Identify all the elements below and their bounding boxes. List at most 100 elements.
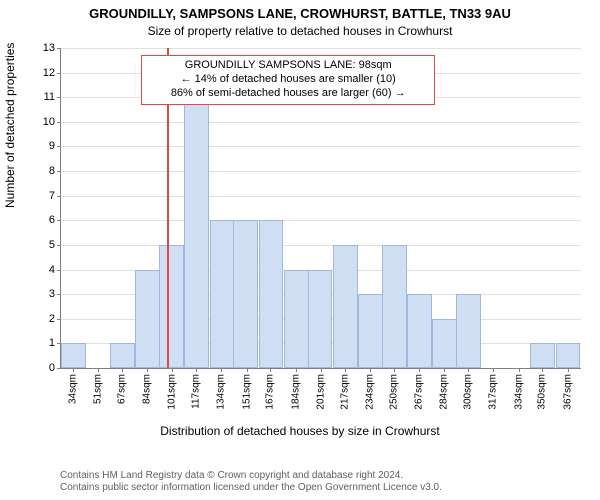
y-tick-mark <box>57 368 61 369</box>
x-tick-mark <box>394 368 395 372</box>
x-tick-label: 367sqm <box>562 374 573 410</box>
gridline <box>61 122 581 123</box>
y-tick-label: 1 <box>49 337 55 349</box>
x-tick-label: 217sqm <box>339 374 350 410</box>
x-tick-label: 234sqm <box>365 374 376 410</box>
x-tick-mark <box>419 368 420 372</box>
histogram-bar <box>233 220 258 368</box>
gridline <box>61 171 581 172</box>
histogram-bar <box>259 220 284 368</box>
y-tick-mark <box>57 196 61 197</box>
chart-subtitle: Size of property relative to detached ho… <box>0 24 600 38</box>
gridline <box>61 146 581 147</box>
x-tick-mark <box>321 368 322 372</box>
x-tick-label: 334sqm <box>513 374 524 410</box>
gridline <box>61 245 581 246</box>
y-tick-label: 13 <box>43 42 55 54</box>
y-tick-mark <box>57 294 61 295</box>
y-tick-label: 6 <box>49 214 55 226</box>
y-tick-mark <box>57 319 61 320</box>
y-tick-label: 8 <box>49 165 55 177</box>
y-tick-label: 7 <box>49 190 55 202</box>
x-tick-label: 184sqm <box>290 374 301 410</box>
x-tick-mark <box>73 368 74 372</box>
y-tick-label: 11 <box>44 91 55 103</box>
x-tick-label: 350sqm <box>537 374 548 410</box>
y-tick-label: 0 <box>49 362 55 374</box>
x-tick-mark <box>247 368 248 372</box>
x-tick-mark <box>196 368 197 372</box>
annotation-box: GROUNDILLY SAMPSONS LANE: 98sqm← 14% of … <box>141 55 435 104</box>
x-tick-mark <box>98 368 99 372</box>
x-tick-mark <box>519 368 520 372</box>
y-tick-label: 2 <box>49 313 55 325</box>
histogram-bar <box>61 343 86 368</box>
histogram-bar <box>556 343 581 368</box>
y-tick-mark <box>57 171 61 172</box>
y-tick-mark <box>57 220 61 221</box>
histogram-bar <box>184 97 209 368</box>
x-tick-label: 300sqm <box>463 374 474 410</box>
x-tick-label: 151sqm <box>241 374 252 410</box>
x-tick-mark <box>568 368 569 372</box>
y-tick-label: 5 <box>49 239 55 251</box>
x-axis-label: Distribution of detached houses by size … <box>0 424 600 438</box>
histogram-bar <box>530 343 555 368</box>
y-tick-mark <box>57 73 61 74</box>
histogram-bar <box>382 245 407 368</box>
histogram-bar <box>456 294 481 368</box>
gridline <box>61 48 581 49</box>
histogram-chart: GROUNDILLY, SAMPSONS LANE, CROWHURST, BA… <box>0 0 600 500</box>
x-tick-label: 134sqm <box>216 374 227 410</box>
histogram-bar <box>333 245 358 368</box>
histogram-bar <box>432 319 457 368</box>
annotation-line: 86% of semi-detached houses are larger (… <box>148 87 428 101</box>
y-tick-label: 9 <box>49 140 55 152</box>
x-tick-mark <box>493 368 494 372</box>
histogram-bar <box>284 270 309 368</box>
x-tick-label: 267sqm <box>414 374 425 410</box>
annotation-line: GROUNDILLY SAMPSONS LANE: 98sqm <box>148 59 428 73</box>
y-tick-label: 4 <box>49 264 55 276</box>
annotation-line: ← 14% of detached houses are smaller (10… <box>148 73 428 87</box>
gridline <box>61 196 581 197</box>
x-tick-label: 51sqm <box>93 374 104 404</box>
x-tick-mark <box>542 368 543 372</box>
x-tick-label: 101sqm <box>167 374 178 410</box>
gridline <box>61 220 581 221</box>
x-tick-mark <box>370 368 371 372</box>
x-tick-mark <box>172 368 173 372</box>
x-tick-mark <box>122 368 123 372</box>
x-tick-mark <box>444 368 445 372</box>
x-tick-label: 167sqm <box>265 374 276 410</box>
histogram-bar <box>159 245 184 368</box>
x-tick-label: 284sqm <box>439 374 450 410</box>
chart-title: GROUNDILLY, SAMPSONS LANE, CROWHURST, BA… <box>0 6 600 21</box>
x-tick-label: 67sqm <box>116 374 127 404</box>
plot-area: 01234567891011121334sqm51sqm67sqm84sqm10… <box>60 48 581 369</box>
footer-attribution: Contains HM Land Registry data © Crown c… <box>60 470 580 494</box>
x-tick-label: 117sqm <box>191 374 202 409</box>
footer-line-1: Contains HM Land Registry data © Crown c… <box>60 470 580 482</box>
x-tick-mark <box>221 368 222 372</box>
x-tick-mark <box>147 368 148 372</box>
y-tick-mark <box>57 48 61 49</box>
y-tick-label: 12 <box>43 67 55 79</box>
y-tick-mark <box>57 270 61 271</box>
histogram-bar <box>210 220 235 368</box>
y-tick-mark <box>57 245 61 246</box>
histogram-bar <box>135 270 160 368</box>
footer-line-2: Contains public sector information licen… <box>60 482 580 494</box>
x-tick-label: 84sqm <box>142 374 153 404</box>
y-tick-label: 10 <box>43 116 55 128</box>
x-tick-label: 317sqm <box>488 374 499 410</box>
histogram-bar <box>358 294 383 368</box>
y-tick-label: 3 <box>49 288 55 300</box>
y-tick-mark <box>57 97 61 98</box>
y-tick-mark <box>57 122 61 123</box>
x-tick-label: 250sqm <box>388 374 399 410</box>
x-tick-label: 34sqm <box>67 374 78 404</box>
x-tick-mark <box>468 368 469 372</box>
x-tick-mark <box>296 368 297 372</box>
y-tick-mark <box>57 146 61 147</box>
